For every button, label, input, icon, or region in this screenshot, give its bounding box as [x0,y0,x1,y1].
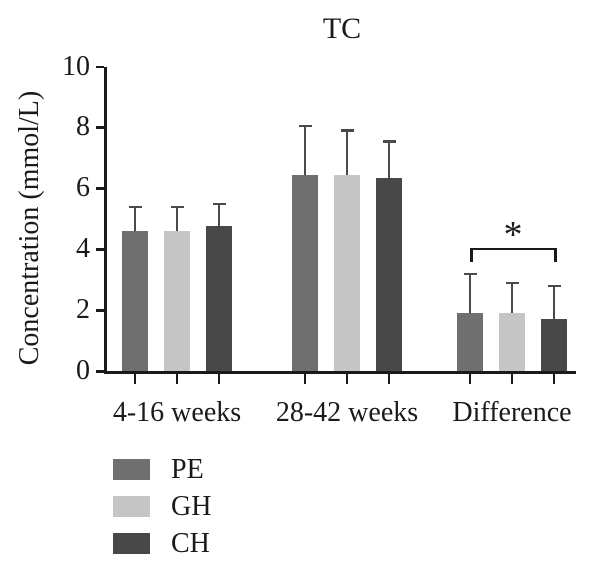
error-bar-stem [387,141,391,178]
y-tick [96,187,104,190]
x-tick [387,374,391,384]
y-tick-label: 2 [76,294,90,326]
chart-title: TC [322,12,362,45]
error-bar-stem [345,130,349,175]
x-category-label: 4-16 weeks [112,397,242,428]
legend-label: CH [171,528,210,559]
x-tick [345,374,349,384]
legend-item-GH: GH [113,491,212,522]
error-bar-stem [468,273,472,314]
bar-CH-4-16 weeks [206,226,232,371]
error-bar-cap [547,284,561,288]
x-category-label: 28-42 weeks [275,397,419,428]
legend-swatch-CH [113,533,150,554]
significance-bracket-top [470,247,557,251]
error-bar-stem [510,282,514,314]
legend-label: PE [171,454,204,485]
y-tick-label: 10 [62,50,90,82]
significance-bracket-left [470,247,473,262]
bar-PE-Difference [457,313,483,371]
x-tick [468,374,472,384]
legend: PE GH CH [113,454,212,570]
bar-PE-28-42 weeks [292,174,318,371]
error-bar-cap [463,272,477,276]
significance-star: * [503,213,523,256]
x-tick [303,374,307,384]
error-bar-stem [133,206,137,231]
bar-PE-4-16 weeks [122,230,148,371]
x-tick [133,374,137,384]
y-tick-label: 0 [76,355,90,386]
error-bar-stem [217,203,221,227]
x-axis-line [104,371,576,374]
error-bar-stem [175,206,179,231]
y-tick-label: 4 [76,233,90,265]
y-tick [96,65,104,68]
y-tick [96,248,104,251]
legend-swatch-PE [113,459,150,480]
error-bar-cap [340,129,354,132]
y-axis-line [104,66,107,374]
error-bar-cap [128,205,142,209]
x-category-label: Difference [452,397,572,428]
y-axis-label: Concentration (mmol/L) [14,90,45,366]
significance-bracket-right [554,247,557,262]
legend-swatch-GH [113,496,150,517]
y-tick [96,126,104,129]
bar-GH-4-16 weeks [164,230,190,371]
y-tick [96,370,104,373]
legend-label: GH [171,491,212,522]
legend-item-PE: PE [113,454,211,485]
error-bar-cap [212,202,226,206]
x-tick [552,374,556,384]
error-bar-cap [505,281,519,285]
x-tick [510,374,514,384]
error-bar-cap [170,205,184,209]
bar-GH-28-42 weeks [334,174,360,371]
bar-CH-Difference [541,319,567,371]
error-bar-stem [552,285,556,320]
bar-GH-Difference [499,313,525,371]
error-bar-stem [303,125,307,175]
error-bar-cap [298,124,312,128]
y-tick [96,309,104,312]
bar-CH-28-42 weeks [376,177,402,371]
x-tick [217,374,221,384]
y-tick-label: 8 [76,111,90,143]
x-tick [175,374,179,384]
error-bar-cap [382,140,396,143]
legend-item-CH: CH [113,528,211,559]
y-tick-label: 6 [76,172,90,204]
